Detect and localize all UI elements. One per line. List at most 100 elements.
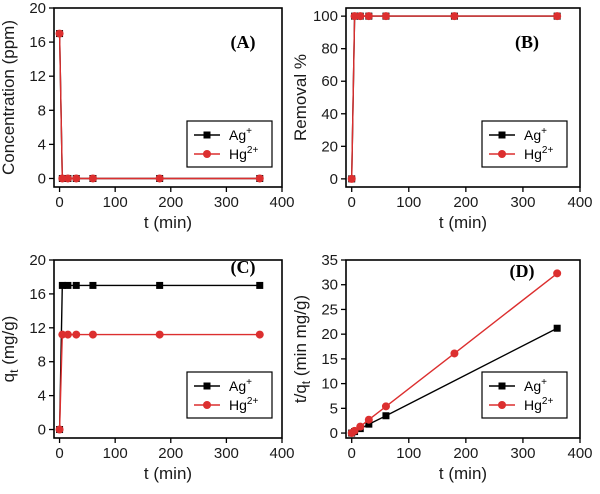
x-axis-title: t (min) <box>439 213 487 232</box>
data-point-ag <box>553 324 561 332</box>
y-tick-label: 4 <box>38 388 46 405</box>
legend-ion-name: Ag <box>524 378 541 394</box>
y-tick-label: 20 <box>29 0 46 17</box>
y-axis-title: Concentration (ppm) <box>0 20 18 175</box>
legend-label-ag: Ag+ <box>229 377 252 394</box>
data-point-hg <box>255 174 264 183</box>
data-point-hg <box>364 12 373 21</box>
x-tick-label: 300 <box>510 445 535 462</box>
data-point-hg <box>55 29 64 38</box>
chart-panel-2: 0 100 200 300 400 0 20 40 60 80 100 t (min) Removal … <box>291 7 593 232</box>
chart-panel-4: 0 100 200 300 400 0 5 10 15 20 25 30 35 t (min) t/qt (… <box>291 252 593 483</box>
y-tick-label: 10 <box>321 376 338 393</box>
x-tick-label: 400 <box>269 194 294 211</box>
x-tick-label: 300 <box>214 194 239 211</box>
data-point-ag <box>72 281 80 289</box>
plot-frame <box>53 259 283 439</box>
data-point-hg <box>553 12 562 21</box>
legend-box <box>186 371 273 419</box>
y-axis-title-unit: (mg/g) <box>0 316 18 370</box>
x-tick-label: 200 <box>453 445 478 462</box>
y-tick-label: 30 <box>321 277 338 294</box>
x-tick-label: 100 <box>396 194 421 211</box>
data-point-hg <box>155 330 164 339</box>
data-point-ag <box>382 412 390 420</box>
data-point-hg <box>350 426 359 435</box>
x-tick-label: 0 <box>348 445 356 462</box>
x-axis-title: t (min) <box>439 464 487 483</box>
y-tick-label: 35 <box>321 252 338 269</box>
data-point-hg <box>356 12 365 21</box>
legend-label-ag: Ag+ <box>229 126 252 143</box>
legend-marker-ag <box>498 131 506 139</box>
legend-marker-ag <box>203 131 211 139</box>
legend-ion-charge: + <box>246 377 252 388</box>
data-point-ag <box>64 281 72 289</box>
x-tick-label: 100 <box>103 445 128 462</box>
legend-box <box>481 120 568 168</box>
y-axis-title-main: Concentration (ppm) <box>0 20 18 175</box>
legend-marker-hg <box>203 150 211 158</box>
legend-ion-charge: 2+ <box>247 396 259 407</box>
y-axis-title-main: t/q <box>291 384 310 403</box>
x-tick-label: 100 <box>396 445 421 462</box>
y-tick-label: 16 <box>29 34 46 51</box>
legend-ion-charge: + <box>541 126 547 137</box>
legend-box <box>481 371 568 419</box>
panel-label: (C) <box>231 257 256 278</box>
x-tick-label: 200 <box>158 194 183 211</box>
x-tick-label: 0 <box>55 445 63 462</box>
x-tick-label: 400 <box>269 445 294 462</box>
x-axis-title: t (min) <box>144 213 192 232</box>
legend-marker-hg <box>498 401 506 409</box>
x-tick-label: 400 <box>567 194 592 211</box>
data-point-hg <box>381 402 390 411</box>
y-axis-title-main: Removal % <box>291 54 310 141</box>
legend: Ag+ Hg2+ <box>186 120 273 168</box>
data-point-hg <box>450 12 459 21</box>
data-point-hg <box>347 174 356 183</box>
data-point-hg <box>58 330 67 339</box>
y-tick-label: 12 <box>29 320 46 337</box>
legend-ion-charge: 2+ <box>542 145 554 156</box>
legend-marker-hg <box>203 401 211 409</box>
x-tick-label: 0 <box>348 194 356 211</box>
panel-label: (D) <box>510 261 535 282</box>
legend-label-ag: Ag+ <box>524 126 547 143</box>
x-axis-title: t (min) <box>144 464 192 483</box>
data-point-hg <box>155 174 164 183</box>
plot-frame <box>345 7 581 188</box>
legend-ion-charge: + <box>541 377 547 388</box>
y-tick-label: 40 <box>321 106 338 123</box>
data-point-hg <box>88 330 97 339</box>
legend-ion-charge: 2+ <box>247 145 259 156</box>
x-tick-label: 200 <box>453 194 478 211</box>
panel-label: (B) <box>515 32 539 53</box>
data-point-hg <box>88 174 97 183</box>
y-axis-title-subscript: t <box>7 369 21 373</box>
y-tick-label: 20 <box>321 326 338 343</box>
x-tick-label: 300 <box>510 194 535 211</box>
legend: Ag+ Hg2+ <box>481 371 568 419</box>
legend-label-hg: Hg2+ <box>229 145 258 162</box>
data-point-hg <box>63 174 72 183</box>
y-tick-label: 60 <box>321 73 338 90</box>
data-point-ag <box>89 281 97 289</box>
data-point-hg <box>450 349 459 358</box>
y-tick-label: 0 <box>330 171 338 188</box>
x-tick-label: 300 <box>214 445 239 462</box>
legend-label-hg: Hg2+ <box>524 145 553 162</box>
legend-ion-name: Hg <box>229 146 247 162</box>
data-point-hg <box>58 174 67 183</box>
y-tick-label: 16 <box>29 286 46 303</box>
legend-ion-name: Hg <box>229 397 247 413</box>
data-point-hg <box>255 330 264 339</box>
legend: Ag+ Hg2+ <box>481 120 568 168</box>
x-tick-label: 100 <box>103 194 128 211</box>
legend: Ag+ Hg2+ <box>186 371 273 419</box>
data-point-ag <box>58 281 66 289</box>
y-tick-label: 80 <box>321 41 338 58</box>
legend-ion-charge: + <box>246 126 252 137</box>
y-tick-label: 5 <box>330 400 338 417</box>
